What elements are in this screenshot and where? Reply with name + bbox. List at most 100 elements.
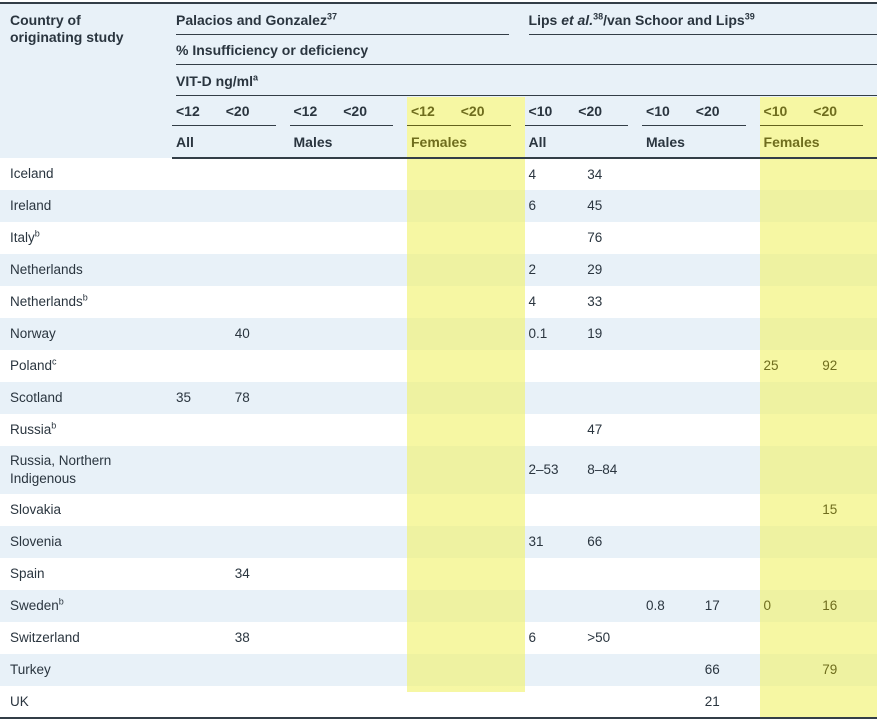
value-cell [642,494,701,526]
value-cell [407,382,466,414]
value-cell: 79 [818,654,877,686]
threshold-pair-all-1: <12 <20 [172,97,290,128]
value-cell [642,318,701,350]
country-cell: Slovakia [10,502,62,517]
threshold-label: <20 [813,103,838,119]
sex-group-females-1: Females [407,128,525,159]
value-cell [172,190,231,222]
table-row: Scotland 35 78 [0,382,877,414]
threshold-pair-all-2: <10 <20 [524,97,643,128]
table-row: Iceland 4 34 [0,158,877,190]
value-cell [407,222,466,254]
value-cell: >50 [587,630,611,645]
threshold-pair-females-2: <10 <20 [759,97,877,128]
value-cell: 31 [528,534,544,549]
value-cell [642,222,701,254]
value-cell [583,590,642,622]
value-cell [172,622,231,654]
value-cell [701,414,760,446]
value-cell [407,446,466,494]
value-cell [231,494,290,526]
value-cell [642,190,701,222]
corner-header-cell: Country of originating study [0,3,172,158]
value-cell [172,350,231,382]
value-cell [583,350,642,382]
value-cell [701,190,760,222]
country-footnote-superscript: b [58,596,64,607]
value-cell [172,254,231,286]
value-cell: 66 [704,662,720,677]
value-cell [231,350,290,382]
value-cell [759,286,819,318]
value-cell [465,446,525,494]
value-cell [759,222,819,254]
subheader-row-vitd: VIT-D ng/mla [0,66,877,97]
value-cell [172,158,231,190]
threshold-label: <10 [646,103,670,119]
value-cell [818,222,877,254]
country-cell: Switzerland [10,630,80,645]
sex-group-females-2: Females [759,128,877,159]
value-cell: 35 [176,390,192,405]
value-cell [642,526,701,558]
threshold-label: <20 [460,103,485,119]
table-row: Spain 34 [0,558,877,590]
country-cell: Ireland [10,198,52,213]
value-cell: 8–84 [587,462,618,477]
value-cell [290,686,349,718]
value-cell: 0.1 [528,326,548,341]
value-cell [290,654,349,686]
value-cell [231,686,290,718]
value-cell [172,286,231,318]
table-row: Slovenia 31 66 [0,526,877,558]
value-cell [348,526,407,558]
sex-group-males-2: Males [642,128,760,159]
value-cell [172,414,231,446]
threshold-pair-males-1: <12 <20 [289,97,407,128]
value-cell: 2–53 [528,462,559,477]
value-cell [348,686,407,718]
value-cell [407,286,466,318]
value-cell [642,558,701,590]
group-header-lips: Lips et al.38/van Schoor and Lips39 [524,3,877,35]
value-cell [525,382,584,414]
value-cell [407,558,466,590]
country-cell: Netherlands [10,262,83,277]
value-cell: 0 [759,590,819,622]
value-cell [759,494,819,526]
value-cell [818,558,877,590]
vitd-footnote-superscript: a [253,72,259,83]
group2-title-p1: Lips [528,12,562,28]
table-row: Italyb 76 [0,222,877,254]
value-cell [642,382,701,414]
value-cell [290,382,349,414]
country-cell: Swedenb [10,596,64,613]
table-row: Russiab 47 [0,414,877,446]
value-cell [348,286,407,318]
country-cell: Spain [10,566,45,581]
value-cell [759,622,819,654]
country-footnote-superscript: b [51,420,57,431]
value-cell [759,654,819,686]
value-cell: 78 [234,390,250,405]
value-cell [231,286,290,318]
threshold-label: <12 [293,103,318,119]
value-cell [583,654,642,686]
value-cell [407,190,466,222]
value-cell [465,654,525,686]
value-cell [290,414,349,446]
value-cell [172,654,231,686]
value-cell [818,286,877,318]
value-cell: 34 [587,166,603,182]
value-cell [465,254,525,286]
country-cell: Russiab [10,420,57,437]
value-cell [525,686,584,718]
value-cell [759,526,819,558]
value-cell [231,446,290,494]
value-cell [290,254,349,286]
country-footnote-superscript: b [82,292,88,303]
value-cell [701,350,760,382]
value-cell [407,686,466,718]
